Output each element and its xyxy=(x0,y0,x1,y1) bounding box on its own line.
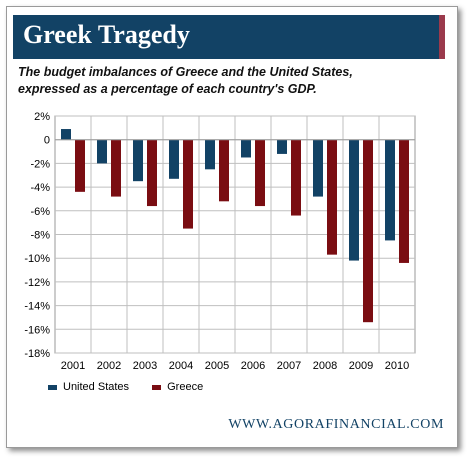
x-tick-label: 2003 xyxy=(133,360,157,372)
x-tick-label: 2001 xyxy=(61,360,85,372)
bar-united-states xyxy=(133,139,143,182)
bar-united-states xyxy=(241,139,251,158)
y-tick-label: -2% xyxy=(30,158,50,170)
legend-item-us: United States xyxy=(48,381,129,393)
y-tick-label: 2% xyxy=(34,111,50,123)
bar-united-states xyxy=(205,139,215,170)
legend-label-us: United States xyxy=(63,381,130,393)
legend-swatch-us xyxy=(48,384,57,390)
bar-united-states xyxy=(97,139,107,164)
page-title: Greek Tragedy xyxy=(23,20,190,49)
bar-united-states xyxy=(349,139,359,261)
y-tick-label: -10% xyxy=(24,253,50,265)
x-tick-label: 2006 xyxy=(241,360,265,372)
bar-greece xyxy=(399,139,409,263)
bar-greece xyxy=(363,139,373,323)
bar-united-states xyxy=(169,139,179,179)
y-tick-label: -14% xyxy=(24,301,50,313)
bar-greece xyxy=(75,139,85,192)
x-tick-label: 2005 xyxy=(205,360,229,372)
bar-greece xyxy=(291,139,301,216)
subtitle-line-2: expressed as a percentage of each countr… xyxy=(18,82,317,96)
bar-greece xyxy=(183,139,193,229)
y-tick-label: -4% xyxy=(30,182,50,194)
legend-item-greece: Greece xyxy=(152,381,203,393)
legend-label-greece: Greece xyxy=(167,381,204,393)
y-tick-label: -6% xyxy=(30,206,50,218)
bar-united-states xyxy=(61,129,71,140)
bar-united-states xyxy=(385,139,395,241)
x-tick-label: 2008 xyxy=(313,360,337,372)
chart-legend: United States Greece xyxy=(48,381,223,393)
legend-swatch-greece xyxy=(152,384,162,390)
y-tick-label: -12% xyxy=(24,277,50,289)
footer-url: WWW.AGORAFINANCIAL.COM xyxy=(228,417,444,432)
y-tick-label: 0 xyxy=(44,135,50,147)
bar-united-states xyxy=(277,139,287,154)
y-tick-label: -16% xyxy=(24,324,50,336)
x-tick-label: 2010 xyxy=(385,360,409,372)
x-tick-label: 2004 xyxy=(169,360,193,372)
bar-greece xyxy=(219,139,229,202)
x-tick-label: 2002 xyxy=(97,360,121,372)
bar-greece xyxy=(327,139,337,255)
y-tick-label: -18% xyxy=(24,348,50,360)
x-tick-label: 2009 xyxy=(349,360,373,372)
bar-greece xyxy=(147,139,157,207)
title-banner: Greek Tragedy xyxy=(13,15,445,59)
y-tick-label: -8% xyxy=(30,230,50,242)
bar-greece xyxy=(255,139,265,207)
x-tick-label: 2007 xyxy=(277,360,301,372)
bar-greece xyxy=(111,139,121,197)
chart-subtitle: The budget imbalances of Greece and the … xyxy=(18,64,438,98)
bar-united-states xyxy=(313,139,323,197)
subtitle-line-1: The budget imbalances of Greece and the … xyxy=(18,65,353,79)
